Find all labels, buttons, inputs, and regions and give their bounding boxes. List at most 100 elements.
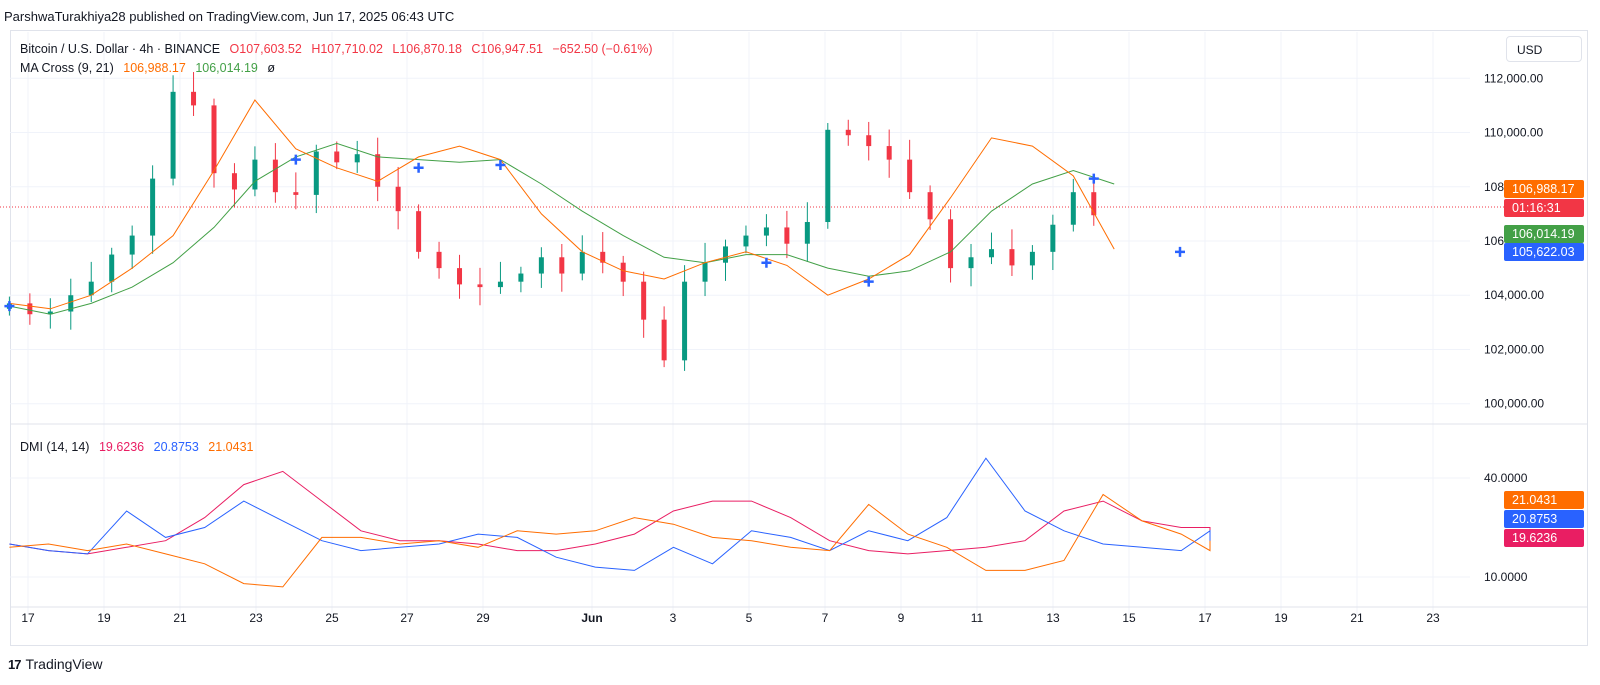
time-tick-label: 13	[1046, 611, 1060, 625]
candle-body	[211, 105, 217, 174]
currency-selector[interactable]: USD	[1506, 36, 1582, 62]
ma-cross-marker	[290, 154, 301, 165]
candle-body	[804, 222, 810, 244]
tradingview-mark-icon: 17	[8, 656, 22, 672]
dmi-tag-blue: 20.8753	[1504, 510, 1584, 528]
candle-body	[948, 219, 954, 269]
time-tick-label: 19	[1274, 611, 1288, 625]
time-tick-label: 29	[476, 611, 490, 625]
candle-body	[1009, 249, 1015, 266]
publish-caption: ParshwaTurakhiya28 published on TradingV…	[4, 9, 455, 24]
ohlc-close: C106,947.51	[471, 42, 543, 56]
ma-cross-marker	[1175, 246, 1185, 257]
symbol-title[interactable]: Bitcoin / U.S. Dollar · 4h · BINANCE	[20, 42, 221, 56]
ma-slow-value: 106,014.19	[195, 61, 258, 75]
dmi-plus-line	[9, 457, 1211, 571]
time-tick-label: 9	[898, 611, 905, 625]
candle-body	[559, 257, 565, 274]
candle-body	[416, 211, 422, 252]
dmi-minus-line	[9, 470, 1211, 555]
candle-body	[763, 227, 769, 236]
price-tick-label: 110,000.00	[1484, 126, 1543, 140]
candle-body	[968, 257, 974, 269]
candle-body	[334, 151, 340, 163]
candle-body	[845, 129, 851, 136]
candle-body	[988, 249, 994, 258]
candle-body	[600, 251, 606, 263]
hidden-icon[interactable]: ø	[267, 61, 275, 75]
dmi-label[interactable]: DMI (14, 14)	[20, 440, 90, 454]
candle-body	[927, 192, 933, 220]
dmi-tag-orange: 21.0431	[1504, 491, 1584, 509]
candle-body	[620, 262, 626, 282]
candle-body	[1091, 192, 1097, 216]
time-tick-label: 3	[670, 611, 677, 625]
time-tick-label: 11	[971, 611, 984, 625]
time-tick-label: 25	[325, 611, 339, 625]
dmi-value-red: 19.6236	[98, 440, 145, 454]
candle-body	[518, 273, 524, 282]
candles	[6, 72, 1097, 371]
dmi-tag-red: 19.6236	[1504, 529, 1584, 547]
tradingview-logo[interactable]: 17 TradingView	[8, 656, 103, 672]
time-tick-label: 5	[746, 611, 753, 625]
candle-body	[109, 254, 115, 282]
ma-cross-marker	[4, 301, 15, 312]
ma-cross-marker	[863, 276, 874, 287]
candle-body	[641, 281, 647, 320]
candle-body	[1050, 224, 1056, 252]
candle-body	[579, 251, 585, 274]
candle-body	[436, 251, 442, 269]
candle-body	[170, 91, 176, 179]
time-tick-label: Jun	[581, 611, 602, 625]
candle-body	[743, 235, 749, 247]
time-tick-label: 23	[1426, 611, 1440, 625]
dmi-legend: DMI (14, 14) 19.6236 20.8753 21.0431	[20, 440, 259, 454]
candle-body	[866, 135, 872, 147]
candle-body	[477, 284, 483, 288]
price-tick-label: 100,000.00	[1484, 397, 1544, 411]
ma-cross-markers	[4, 154, 1185, 312]
candle-body	[1029, 251, 1035, 266]
price-tag-low: 105,622.03	[1504, 243, 1584, 261]
candle-body	[150, 178, 156, 236]
candle-body	[293, 192, 299, 195]
footer-brand: TradingView	[25, 656, 103, 672]
time-tick-label: 19	[97, 611, 111, 625]
ohlc-change: −652.50 (−0.61%)	[552, 42, 653, 56]
time-tick-label: 15	[1122, 611, 1136, 625]
time-tick-label: 17	[1198, 611, 1212, 625]
candle-body	[784, 227, 790, 244]
candle-body	[682, 281, 688, 361]
ohlc-open: O107,603.52	[229, 42, 302, 56]
adx-line	[9, 493, 1211, 588]
ma-cross-label[interactable]: MA Cross (9, 21)	[20, 61, 114, 75]
chart-frame	[10, 30, 1588, 646]
ohlc-high: H107,710.02	[311, 42, 383, 56]
time-tick-label: 21	[173, 611, 187, 625]
dmi-tick-label: 40.0000	[1484, 471, 1528, 485]
price-tick-label: 104,000.00	[1484, 288, 1544, 302]
price-tick-label: 102,000.00	[1484, 342, 1544, 356]
ma-cross-marker	[1088, 173, 1099, 184]
ma-fast-value: 106,988.17	[123, 61, 186, 75]
time-tick-label: 17	[21, 611, 35, 625]
ma-slow-line	[9, 142, 1115, 315]
candle-body	[88, 281, 94, 296]
candle-body	[907, 159, 913, 193]
time-tick-label: 23	[249, 611, 263, 625]
dmi-tick-label: 10.0000	[1484, 570, 1528, 584]
candle-body	[252, 159, 258, 190]
candle-body	[129, 235, 135, 255]
candle-body	[272, 159, 278, 193]
candle-body	[68, 295, 74, 312]
ma-cross-marker	[761, 257, 772, 268]
ohlc-low: L106,870.18	[392, 42, 462, 56]
candle-body	[538, 257, 544, 274]
price-tag-fast-ma: 106,988.17	[1504, 180, 1584, 198]
price-tick-label: 112,000.00	[1484, 71, 1543, 85]
candle-body	[457, 268, 463, 285]
candle-body	[825, 129, 831, 223]
candle-body	[886, 146, 892, 160]
